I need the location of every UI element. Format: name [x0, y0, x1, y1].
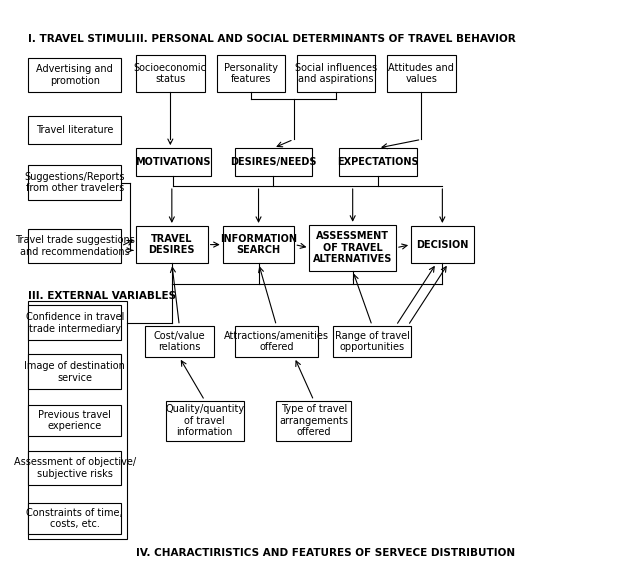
Text: Travel literature: Travel literature [36, 125, 113, 135]
Text: DECISION: DECISION [416, 240, 469, 250]
FancyBboxPatch shape [223, 226, 294, 263]
FancyBboxPatch shape [29, 116, 121, 144]
FancyBboxPatch shape [334, 325, 411, 357]
Text: Image of destination
service: Image of destination service [24, 361, 125, 382]
FancyBboxPatch shape [298, 55, 375, 92]
Text: INFORMATION
SEARCH: INFORMATION SEARCH [220, 234, 297, 255]
Text: Previous travel
experience: Previous travel experience [38, 410, 111, 431]
FancyBboxPatch shape [29, 165, 121, 200]
Bar [29, 301, 127, 539]
Text: Type of travel
arrangements
offered: Type of travel arrangements offered [280, 404, 348, 437]
Text: Confidence in travel
trade intermediary: Confidence in travel trade intermediary [25, 312, 124, 333]
Text: Cost/value
relations: Cost/value relations [154, 331, 205, 352]
Text: Social influences
and aspirations: Social influences and aspirations [295, 63, 378, 84]
Text: Suggestions/Reports
from other travelers: Suggestions/Reports from other travelers [24, 172, 125, 193]
Text: Attractions/amenities
offered: Attractions/amenities offered [224, 331, 329, 352]
FancyBboxPatch shape [29, 306, 121, 340]
Text: Range of travel
opportunities: Range of travel opportunities [335, 331, 410, 352]
FancyBboxPatch shape [216, 55, 285, 92]
FancyBboxPatch shape [136, 148, 211, 176]
Text: MOTIVATIONS: MOTIVATIONS [136, 157, 211, 167]
Text: III. EXTERNAL VARIABLES: III. EXTERNAL VARIABLES [29, 291, 177, 301]
FancyBboxPatch shape [29, 404, 121, 436]
Text: DESIRES/NEEDS: DESIRES/NEEDS [230, 157, 317, 167]
Text: II. PERSONAL AND SOCIAL DETERMINANTS OF TRAVEL BEHAVIOR: II. PERSONAL AND SOCIAL DETERMINANTS OF … [136, 34, 516, 44]
Text: Attitudes and
values: Attitudes and values [389, 63, 454, 84]
Text: Socioeconomic
status: Socioeconomic status [134, 63, 207, 84]
FancyBboxPatch shape [277, 400, 351, 441]
FancyBboxPatch shape [411, 226, 474, 263]
FancyBboxPatch shape [29, 229, 121, 263]
FancyBboxPatch shape [136, 226, 208, 263]
Text: Constraints of time,
costs, etc.: Constraints of time, costs, etc. [27, 508, 123, 529]
Text: IV. CHARACTIRISTICS AND FEATURES OF SERVECE DISTRIBUTION: IV. CHARACTIRISTICS AND FEATURES OF SERV… [136, 548, 515, 558]
FancyBboxPatch shape [136, 55, 205, 92]
FancyBboxPatch shape [234, 325, 318, 357]
Text: I. TRAVEL STIMULI: I. TRAVEL STIMULI [29, 34, 136, 44]
Text: EXPECTATIONS: EXPECTATIONS [337, 157, 419, 167]
Text: Advertising and
promotion: Advertising and promotion [37, 64, 113, 86]
FancyBboxPatch shape [29, 354, 121, 389]
FancyBboxPatch shape [29, 58, 121, 92]
FancyBboxPatch shape [29, 450, 121, 485]
FancyBboxPatch shape [339, 148, 417, 176]
FancyBboxPatch shape [234, 148, 312, 176]
FancyBboxPatch shape [166, 400, 244, 441]
Text: Assessment of objective/
subjective risks: Assessment of objective/ subjective risk… [14, 457, 136, 479]
Text: Travel trade suggestions
and recommendations: Travel trade suggestions and recommendat… [15, 235, 135, 257]
FancyBboxPatch shape [145, 325, 214, 357]
FancyBboxPatch shape [309, 225, 396, 271]
Text: TRAVEL
DESIRES: TRAVEL DESIRES [149, 234, 195, 255]
Text: ASSESSMENT
OF TRAVEL
ALTERNATIVES: ASSESSMENT OF TRAVEL ALTERNATIVES [313, 231, 392, 264]
Text: Personality
features: Personality features [224, 63, 278, 84]
Text: Quality/quantity
of travel
information: Quality/quantity of travel information [165, 404, 244, 437]
FancyBboxPatch shape [29, 502, 121, 534]
FancyBboxPatch shape [387, 55, 456, 92]
